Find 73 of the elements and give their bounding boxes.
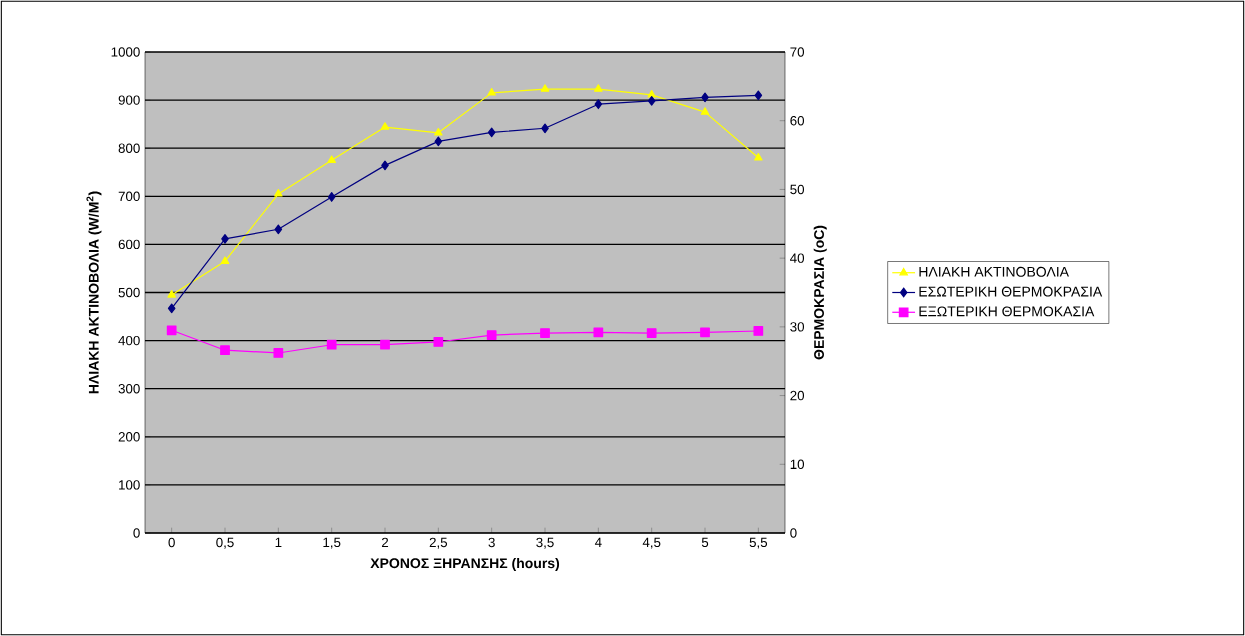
point [700,107,710,115]
point [166,325,177,336]
point [220,256,230,264]
y-tick-label: 700 [118,191,140,202]
y2-tick-label: 60 [790,116,805,126]
x-tick-label: 0,5 [216,537,234,549]
point [327,155,336,163]
y2-tick-label: 10 [790,459,805,469]
x-tick-label: 1,5 [323,537,341,549]
y2-axis-title: ΘΕΡΜΟΚΡΑΣΙΑ (oC) [813,225,827,360]
point [540,328,550,338]
point [594,99,603,110]
y-tick-label: 800 [118,143,140,153]
point [753,326,764,336]
legend-label: ΗΛΙΑΚΗ ΑΚΤΙΝΟΒΟΛΙΑ [919,266,1069,277]
x-tick-label: 4,5 [642,537,661,549]
point [274,224,283,235]
point [434,127,443,136]
point [487,127,496,138]
y2-tick-label: 30 [790,322,805,332]
x-tick-label: 3 [488,537,495,548]
x-tick-label: 2,5 [429,537,448,549]
x-tick-label: 2 [381,537,389,548]
point [434,136,443,147]
y2-tick-label: 0 [790,528,797,538]
point [167,303,176,314]
point [326,339,337,350]
y-tick-label: 100 [119,480,140,490]
y-tick-label: 600 [118,239,140,250]
y-tick-label: 200 [118,432,140,442]
y2-tick-label: 70 [790,47,805,57]
point [273,348,284,358]
point [221,234,229,244]
point [754,90,763,101]
point [274,189,283,197]
x-tick-label: 5 [701,537,709,548]
x-tick-label: 0 [168,537,175,548]
point [594,84,603,92]
y-axis-title: ΗΛΙΑΚΗ ΑΚΤΙΝΟΒΟΛΙΑ (W/M$^{2}$) [86,191,102,394]
point [540,84,550,92]
y2-tick-label: 20 [790,390,805,401]
point [593,327,604,338]
point [647,89,656,98]
point [647,95,656,106]
y-tick-label: 300 [118,383,140,394]
legend-label: ΕΞΩΤΕΡΙΚΗ ΘΕΡΜΟΚΑΣΙΑ [919,306,1095,317]
point [701,92,709,103]
point [220,345,230,356]
y-tick-label: 1000 [111,47,140,57]
point [486,330,497,340]
y2-tick-label: 50 [790,184,805,195]
y2-tick-label: 40 [790,253,805,263]
y-tick-label: 900 [118,95,140,105]
point [380,339,390,350]
y-tick-label: 500 [118,287,140,298]
point [541,123,549,134]
point [381,160,389,171]
point [487,88,496,96]
y-tick-label: 0 [133,528,140,538]
x-tick-label: 1 [275,537,282,547]
legend-label: ΕΣΩΤΕΡΙΚΗ ΘΕΡΜΟΚΡΑΣΙΑ [919,286,1103,297]
point [700,327,710,338]
point [327,192,336,202]
y-tick-label: 400 [118,335,140,346]
x-axis-title: ΧΡΟΝΟΣ ΞΗΡΑΝΣΗΣ (hours) [370,557,560,571]
x-tick-label: 5,5 [749,537,768,549]
point [380,122,390,130]
x-tick-label: 4 [594,537,602,547]
point [646,328,657,338]
point [433,337,444,347]
x-tick-label: 3,5 [536,537,554,549]
point [754,152,763,161]
point [167,290,176,298]
